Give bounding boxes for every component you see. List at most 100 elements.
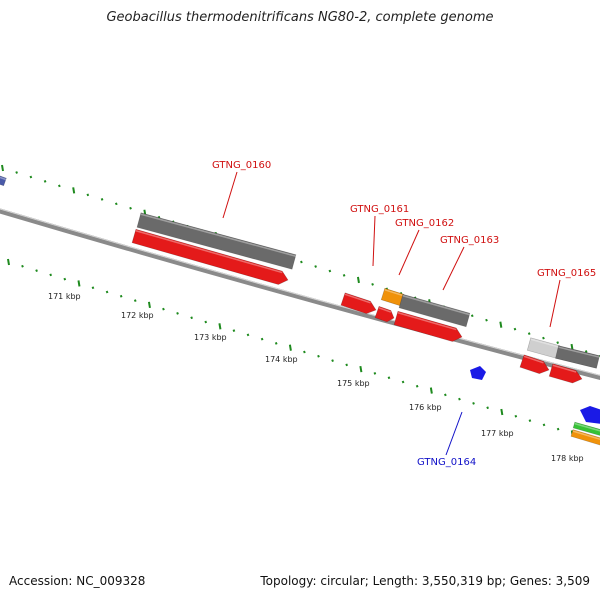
genome-summary-text: Topology: circular; Length: 3,550,319 bp… (260, 574, 590, 588)
inner-ring-minor-tick (317, 354, 320, 358)
outer-ring-minor-tick (342, 274, 346, 277)
inner-ring-major-tick (500, 408, 504, 416)
inner-ring-minor-tick (162, 307, 165, 311)
inner-ring-major-tick (77, 280, 81, 287)
inner-ring-minor-tick (105, 290, 109, 294)
scale-labels: 171 kbp 172 kbp 173 kbp 174 kbp 175 kbp 176 k… (48, 292, 584, 463)
gene-feature-0161[interactable] (340, 292, 377, 314)
gene-label-leader (549, 279, 561, 328)
gene-feature-edge-highlight (0, 176, 7, 181)
inner-ring-minor-tick (35, 269, 38, 272)
scale-label: 175 kbp (337, 379, 370, 388)
outer-ring-minor-tick (542, 336, 545, 340)
inner-ring-minor-tick (91, 286, 95, 290)
gene-feature-0160-gray[interactable] (136, 212, 297, 270)
gene-feature-0163-highlight (397, 312, 457, 331)
gene-label[interactable]: GTNG_0161 (350, 204, 409, 215)
outer-ring-major-tick (356, 276, 360, 284)
scale-label: 177 kbp (481, 429, 514, 438)
gene-feature-0162[interactable] (374, 305, 395, 323)
gene-label[interactable]: GTNG_0165 (537, 268, 596, 279)
gene-feature-0160[interactable] (131, 228, 289, 285)
outer-ring-minor-tick (470, 314, 474, 318)
outer-ring-minor-tick (371, 283, 374, 286)
gene-feature-edge-blue[interactable] (580, 406, 600, 424)
gene-feature-edge[interactable] (0, 174, 7, 187)
outer-ring-minor-tick (485, 318, 488, 322)
inner-ring-major-tick (218, 323, 222, 330)
gene-feature-0165-light-highlight (530, 338, 560, 348)
inner-ring-minor-tick (190, 316, 193, 320)
gene-feature-0165-gray-highlight (558, 346, 600, 358)
outer-ring-minor-tick (556, 341, 560, 344)
inner-tick-ring (7, 258, 600, 444)
inner-ring-minor-tick (472, 402, 475, 405)
scale-label: 178 kbp (551, 454, 584, 463)
outer-ring-minor-tick (29, 175, 33, 179)
inner-ring-major-tick (288, 344, 292, 351)
outer-ring-major-tick (570, 343, 574, 351)
gene-feature-edge-orange[interactable] (570, 429, 600, 446)
inner-ring-minor-tick (387, 376, 391, 380)
genome-title: Geobacillus thermodenitrificans NG80-2, … (106, 10, 494, 25)
gene-label-leader (372, 215, 376, 267)
gene-feature-0165-gray[interactable] (555, 345, 600, 369)
inner-ring-minor-tick (232, 329, 236, 332)
gene-labels: GTNG_0160 GTNG_0161 GTNG_0162 GTNG_0163 GTNG… (212, 160, 596, 468)
gene-label[interactable]: GTNG_0163 (440, 235, 499, 246)
inner-ring-minor-tick (21, 264, 24, 268)
inner-ring-minor-tick (133, 299, 137, 302)
outer-ring-minor-tick (15, 171, 18, 174)
gene-feature-0160-gray-highlight (140, 213, 297, 257)
outer-ring-minor-tick (300, 260, 303, 264)
outer-ring-minor-tick (86, 193, 90, 197)
inner-ring-minor-tick (542, 423, 546, 427)
gene-label[interactable]: GTNG_0160 (212, 160, 271, 171)
gene-features (0, 174, 600, 446)
inner-ring-minor-tick (176, 312, 179, 315)
gene-feature-edge-green-highlight (574, 422, 600, 432)
gene-feature-0164[interactable] (470, 366, 486, 380)
gene-feature-0162-highlight (378, 307, 392, 313)
inner-ring-minor-tick (345, 363, 349, 367)
gene-feature-0165b-highlight (552, 364, 577, 373)
gene-label[interactable]: GTNG_0164 (417, 457, 476, 468)
gene-feature-0163-gray[interactable] (398, 293, 471, 328)
genome-backbone (0, 208, 600, 380)
outer-ring-minor-tick (513, 327, 517, 331)
scale-label: 174 kbp (265, 355, 298, 364)
inner-ring-minor-tick (458, 397, 461, 401)
gene-feature-0161-highlight (344, 293, 371, 304)
inner-ring-minor-tick (303, 350, 306, 354)
inner-ring-minor-tick (246, 333, 250, 337)
inner-ring-minor-tick (556, 427, 560, 431)
inner-ring-major-tick (147, 301, 151, 309)
scale-label: 176 kbp (409, 403, 442, 412)
gene-feature-0165-light[interactable] (526, 337, 561, 359)
gene-label-leader (222, 171, 238, 219)
inner-ring-minor-tick (331, 359, 334, 362)
inner-ring-minor-tick (514, 414, 518, 418)
gene-feature-0163-gray-highlight (402, 295, 471, 316)
gene-feature-edge-green[interactable] (572, 421, 600, 436)
outer-ring-minor-tick (43, 180, 47, 183)
inner-ring-minor-tick (63, 277, 67, 281)
gene-label-leader (445, 411, 463, 456)
gene-feature-0165[interactable] (519, 354, 550, 374)
outer-tick-ring (1, 164, 600, 358)
scale-label: 172 kbp (121, 311, 154, 320)
inner-ring-major-tick (429, 387, 433, 394)
gene-label[interactable]: GTNG_0162 (395, 218, 454, 229)
inner-ring-minor-tick (415, 384, 419, 388)
gene-feature-0163[interactable] (393, 310, 463, 342)
gene-feature-0165b[interactable] (548, 363, 583, 384)
outer-ring-minor-tick (100, 197, 104, 201)
inner-ring-minor-tick (373, 372, 377, 375)
gene-feature-0162-orange-highlight (384, 289, 405, 297)
outer-ring-minor-tick (584, 350, 588, 353)
outer-ring-major-tick (499, 321, 503, 328)
inner-ring-minor-tick (119, 294, 123, 298)
gene-feature-0165-highlight (523, 355, 544, 364)
